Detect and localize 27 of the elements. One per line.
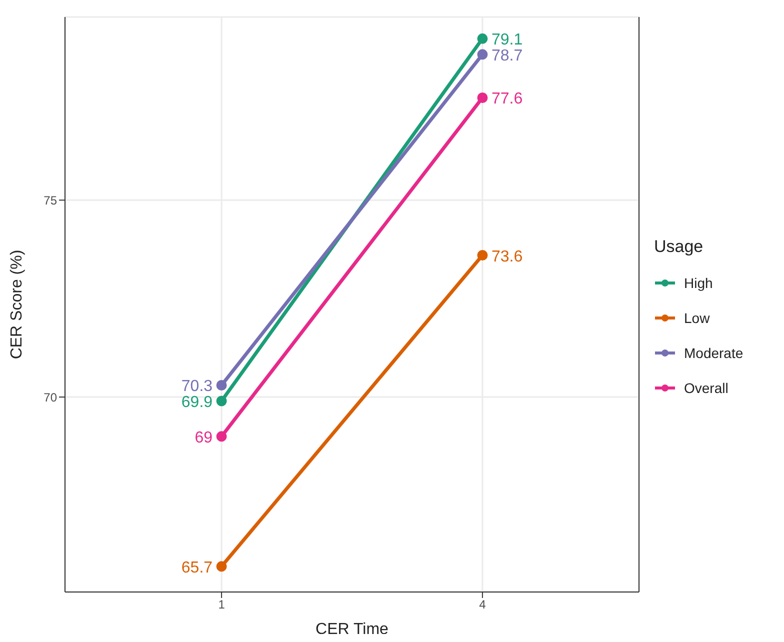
data-label: 77.6 [491, 90, 523, 108]
point [216, 380, 227, 390]
y-tick-label: 75 [44, 193, 58, 208]
data-label: 79.1 [491, 32, 523, 49]
point [216, 561, 227, 572]
legend-label: Low [684, 310, 710, 326]
x-axis-title: CER Time [316, 621, 389, 638]
legend-label: Moderate [684, 344, 744, 360]
data-label: 69.9 [181, 394, 213, 411]
x-tick-label: 1 [218, 598, 226, 612]
data-label: 78.7 [491, 47, 523, 64]
legend-label: Overall [684, 380, 728, 396]
point [477, 33, 488, 44]
point [477, 49, 488, 60]
point [216, 396, 227, 406]
data-label: 70.3 [181, 378, 213, 396]
data-label: 73.6 [491, 248, 523, 266]
data-label: 69 [194, 429, 213, 446]
point [216, 431, 227, 442]
y-axis-title: CER Score (%) [8, 250, 26, 360]
data-label: 65.7 [181, 559, 213, 576]
point [477, 92, 488, 103]
y-tick-label: 70 [44, 390, 58, 404]
legend-title: Usage [654, 237, 704, 257]
x-tick-label: 4 [479, 598, 486, 612]
point [477, 250, 488, 261]
legend-label: High [684, 274, 713, 290]
